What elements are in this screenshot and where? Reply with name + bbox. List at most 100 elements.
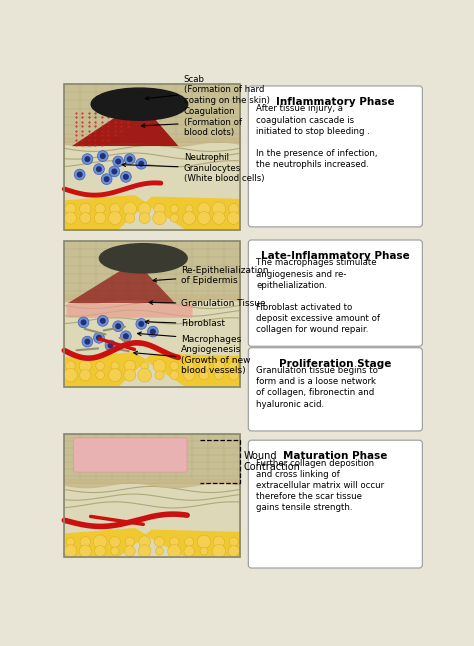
Circle shape	[170, 371, 179, 380]
Circle shape	[155, 537, 164, 547]
Circle shape	[185, 205, 193, 213]
Circle shape	[80, 203, 91, 214]
Circle shape	[100, 154, 105, 158]
Circle shape	[155, 371, 164, 380]
Circle shape	[100, 318, 105, 323]
FancyBboxPatch shape	[248, 440, 422, 568]
Text: Coagulation
(Formation of
blood clots): Coagulation (Formation of blood clots)	[141, 107, 242, 137]
Circle shape	[80, 537, 91, 547]
Circle shape	[124, 334, 128, 339]
Circle shape	[139, 536, 151, 548]
Circle shape	[80, 370, 91, 381]
Circle shape	[213, 536, 225, 548]
Circle shape	[139, 162, 144, 166]
FancyBboxPatch shape	[248, 240, 422, 346]
Circle shape	[139, 213, 150, 224]
Circle shape	[184, 370, 195, 380]
Circle shape	[184, 361, 194, 371]
Circle shape	[101, 174, 112, 185]
Circle shape	[97, 151, 108, 162]
Circle shape	[104, 177, 109, 182]
Text: Re-Epithelialization
of Epidermis: Re-Epithelialization of Epidermis	[153, 266, 269, 285]
Circle shape	[93, 535, 107, 548]
Circle shape	[198, 203, 210, 215]
Circle shape	[228, 545, 239, 557]
Circle shape	[65, 361, 75, 371]
Text: Angiogenesis
(Growth of new
blood vessels): Angiogenesis (Growth of new blood vessel…	[134, 345, 251, 375]
Circle shape	[141, 362, 148, 370]
Text: Proliferation Stage: Proliferation Stage	[279, 359, 392, 369]
Circle shape	[78, 317, 89, 328]
FancyBboxPatch shape	[248, 348, 422, 431]
Circle shape	[170, 362, 179, 370]
Text: After tissue injury, a
coagulation cascade is
initiated to stop bleeding .

In t: After tissue injury, a coagulation casca…	[256, 105, 377, 169]
FancyBboxPatch shape	[64, 299, 240, 387]
Circle shape	[82, 154, 93, 165]
Text: Granulation Tissue: Granulation Tissue	[149, 299, 266, 308]
Circle shape	[151, 329, 155, 334]
Circle shape	[138, 368, 152, 382]
Circle shape	[109, 211, 121, 225]
Text: Inflammatory Phase: Inflammatory Phase	[276, 97, 395, 107]
Circle shape	[93, 333, 104, 343]
Circle shape	[105, 340, 116, 351]
Circle shape	[111, 362, 119, 370]
Circle shape	[229, 537, 238, 547]
Circle shape	[212, 545, 226, 558]
FancyBboxPatch shape	[64, 142, 240, 230]
Text: Late-Inflammatory Phase: Late-Inflammatory Phase	[261, 251, 410, 261]
Circle shape	[136, 318, 146, 329]
Circle shape	[96, 371, 104, 379]
Circle shape	[81, 320, 86, 325]
Circle shape	[136, 158, 146, 169]
Polygon shape	[72, 101, 178, 146]
Text: Wound
Contraction: Wound Contraction	[244, 451, 301, 472]
Circle shape	[109, 536, 120, 547]
Circle shape	[64, 368, 77, 382]
Text: Scab
(Formation of hard
coating on the skin): Scab (Formation of hard coating on the s…	[146, 75, 270, 105]
Polygon shape	[64, 528, 240, 557]
Circle shape	[109, 369, 121, 382]
Circle shape	[93, 163, 104, 174]
FancyBboxPatch shape	[64, 241, 240, 299]
FancyBboxPatch shape	[64, 483, 240, 557]
Circle shape	[212, 212, 225, 224]
Circle shape	[170, 537, 179, 547]
Circle shape	[125, 537, 135, 547]
Circle shape	[147, 326, 158, 337]
Circle shape	[108, 343, 113, 348]
Circle shape	[74, 169, 85, 180]
Text: Fibroblast: Fibroblast	[146, 319, 225, 328]
Circle shape	[85, 157, 90, 162]
Circle shape	[200, 547, 208, 555]
Circle shape	[111, 547, 119, 555]
Circle shape	[120, 171, 131, 182]
Circle shape	[153, 359, 166, 372]
FancyBboxPatch shape	[73, 438, 187, 472]
Circle shape	[79, 545, 91, 557]
Circle shape	[65, 203, 76, 214]
Text: Maturation Phase: Maturation Phase	[283, 451, 388, 461]
Circle shape	[228, 203, 239, 214]
Circle shape	[139, 322, 144, 326]
Circle shape	[120, 331, 131, 342]
Circle shape	[128, 157, 132, 162]
Circle shape	[97, 167, 101, 171]
Text: Further collagen deposition
and cross linking of
extracellular matrix will occur: Further collagen deposition and cross li…	[256, 459, 384, 512]
Circle shape	[125, 213, 135, 223]
Circle shape	[124, 154, 135, 165]
Circle shape	[116, 159, 120, 163]
FancyBboxPatch shape	[64, 84, 240, 142]
Circle shape	[96, 362, 104, 370]
Circle shape	[183, 212, 196, 224]
Circle shape	[168, 545, 181, 557]
Circle shape	[112, 169, 117, 174]
Circle shape	[124, 369, 136, 381]
Circle shape	[97, 315, 108, 326]
Text: Macrophages: Macrophages	[137, 332, 242, 344]
Polygon shape	[64, 353, 240, 387]
Circle shape	[185, 537, 194, 547]
Polygon shape	[64, 196, 240, 230]
Circle shape	[198, 211, 210, 225]
Circle shape	[110, 203, 120, 214]
